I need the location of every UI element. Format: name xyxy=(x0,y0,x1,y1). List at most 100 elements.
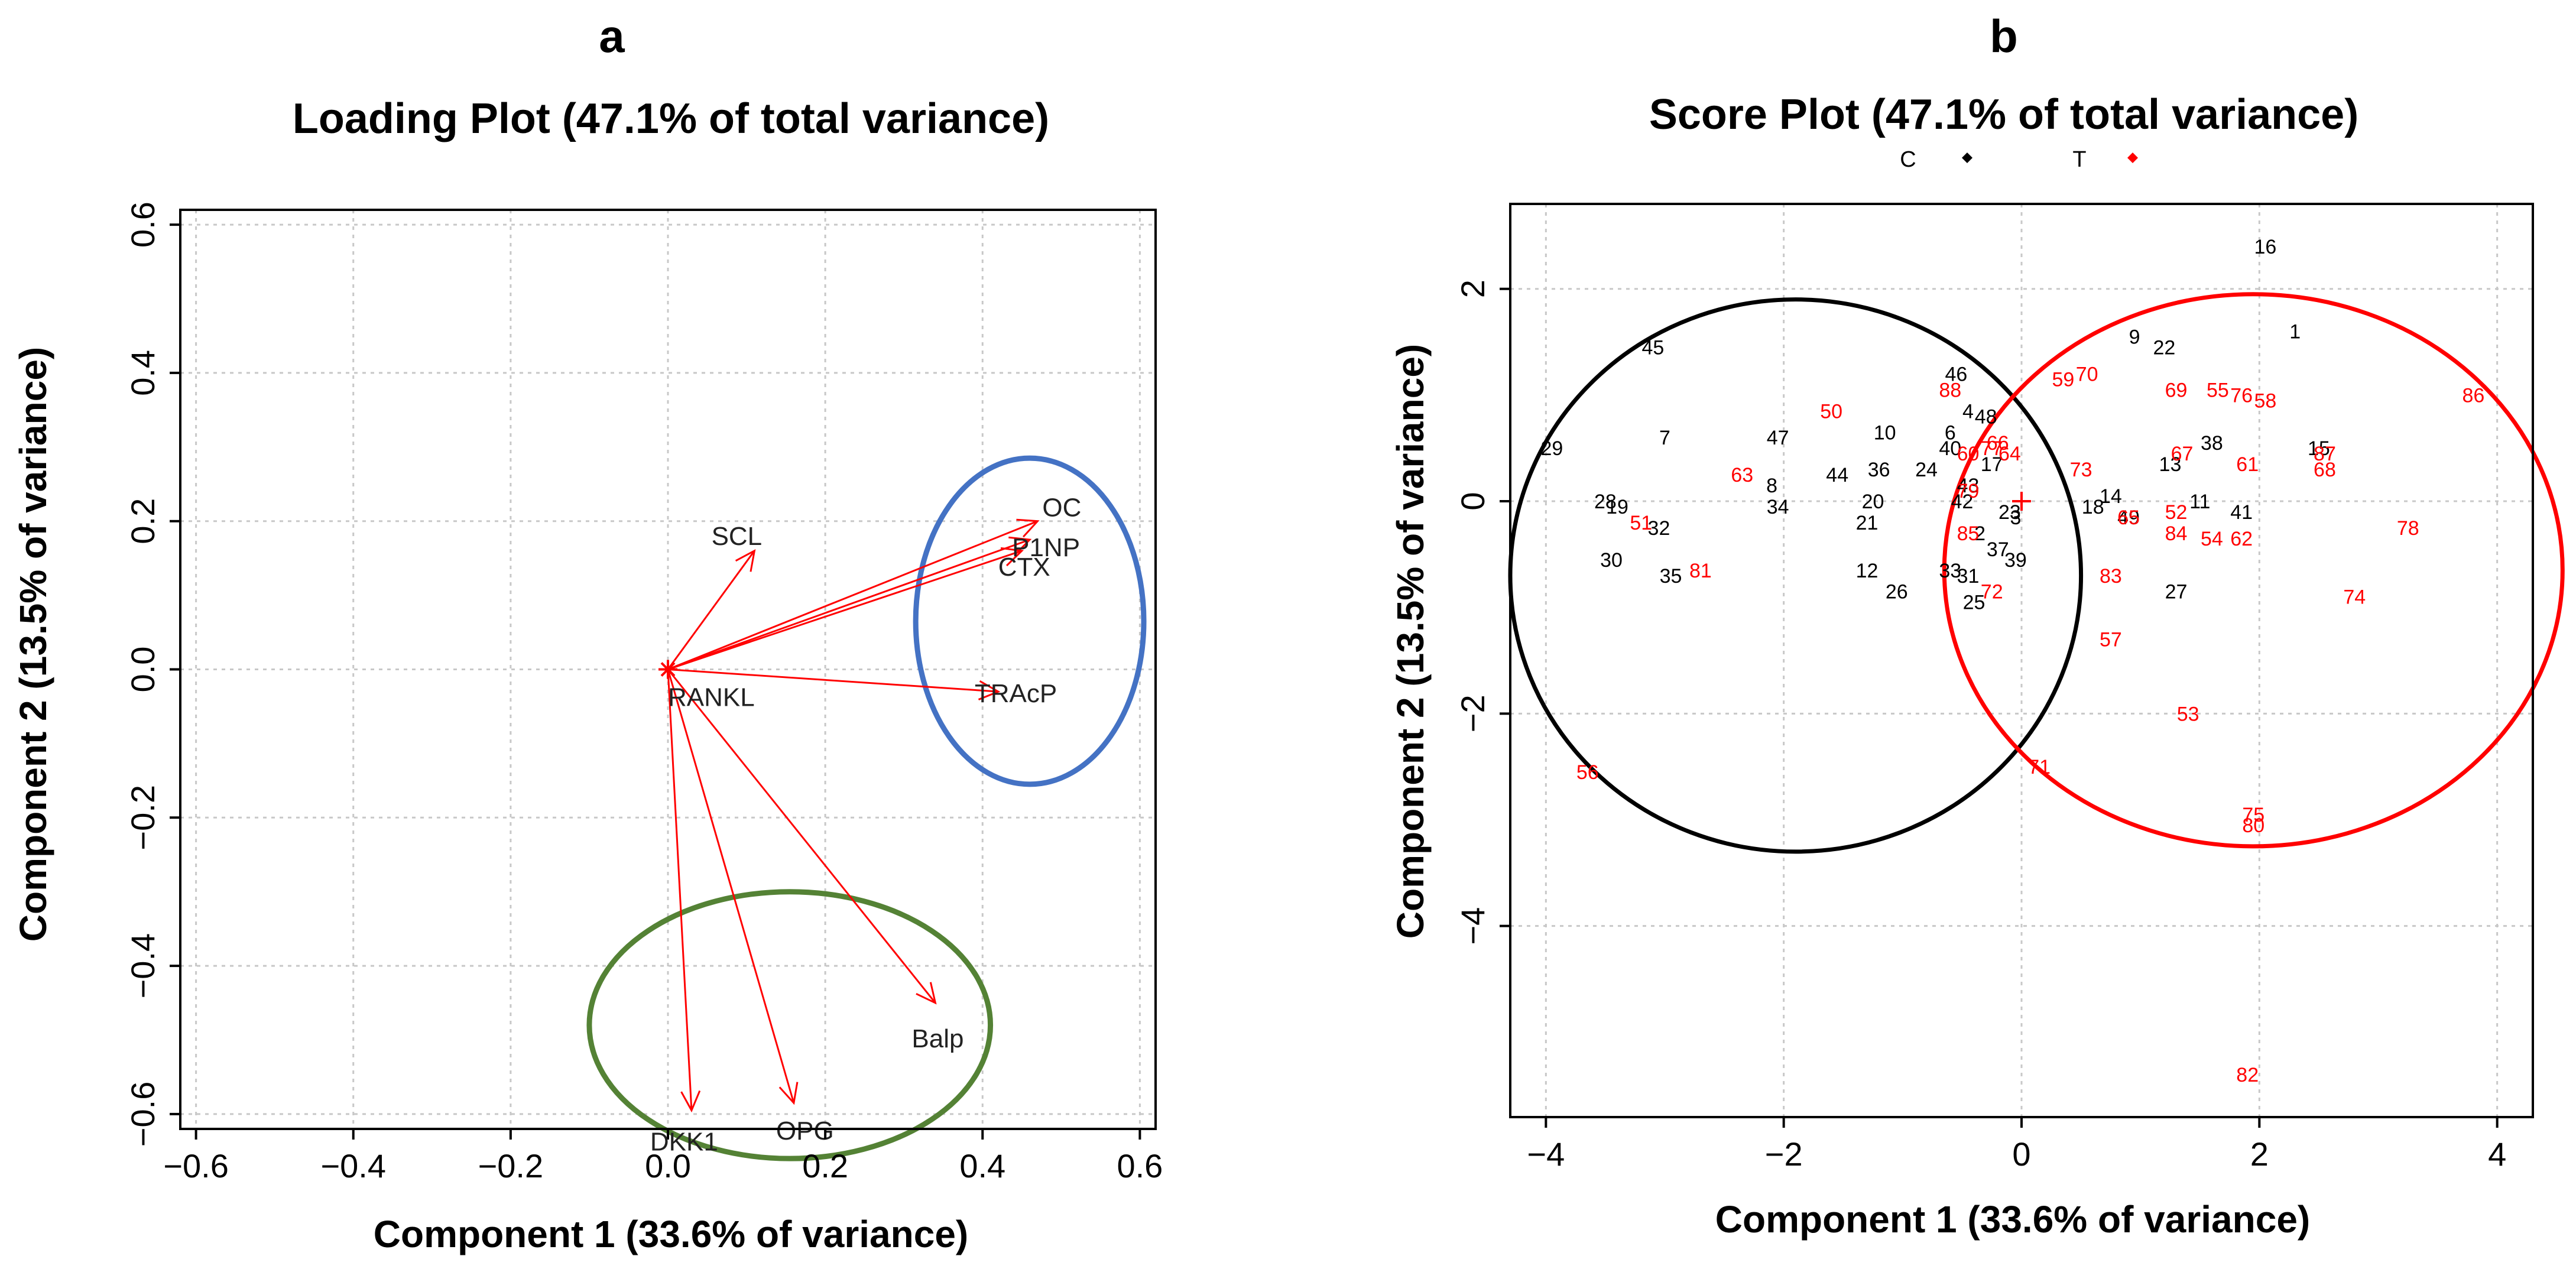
y-tick-label: 0.0 xyxy=(124,647,161,693)
x-tick-label: −2 xyxy=(1765,1135,1803,1173)
loading-arrow-balp xyxy=(667,668,936,1004)
x-tick-label: 0.6 xyxy=(1117,1147,1163,1184)
score-point-10: 10 xyxy=(1874,421,1896,444)
x-tick-label: 0.2 xyxy=(802,1147,848,1184)
score-point-67: 67 xyxy=(2171,443,2194,465)
score-point-27: 27 xyxy=(2165,581,2188,603)
loading-label-oc: OC xyxy=(1042,494,1081,522)
score-point-17: 17 xyxy=(1981,453,2003,476)
y-tick-label: 0.4 xyxy=(124,350,161,396)
score-point-18: 18 xyxy=(2082,496,2104,518)
score-point-64: 64 xyxy=(1998,443,2021,465)
y-tick-label: 0 xyxy=(1454,492,1491,510)
y-tick-label: −0.4 xyxy=(124,933,161,999)
score-x-axis-label: Component 1 (33.6% of variance) xyxy=(1715,1198,2310,1241)
loading-arrow-scl xyxy=(667,550,755,670)
score-point-26: 26 xyxy=(1886,581,1908,603)
loading-label-scl: SCL xyxy=(712,522,763,551)
score-point-72: 72 xyxy=(1981,581,2003,603)
score-point-59: 59 xyxy=(2052,368,2074,391)
score-point-73: 73 xyxy=(2070,459,2092,481)
score-point-81: 81 xyxy=(1689,560,1712,582)
loading-arrow-dkk1 xyxy=(667,669,693,1111)
loading-arrow-p1np xyxy=(667,538,1030,670)
blue-cluster-ellipse xyxy=(913,455,1147,787)
score-point-55: 55 xyxy=(2207,379,2229,401)
legend-marker-t xyxy=(2127,152,2138,163)
panel-letter-a: a xyxy=(599,10,625,62)
legend-label-c: C xyxy=(1900,147,1916,172)
score-point-70: 70 xyxy=(2076,363,2098,385)
score-point-37: 37 xyxy=(1987,538,2009,561)
y-tick-label: −2 xyxy=(1454,694,1491,732)
score-point-29: 29 xyxy=(1540,437,1563,460)
score-point-14: 14 xyxy=(2100,485,2122,508)
score-point-31: 31 xyxy=(1957,565,1980,588)
score-point-43: 43 xyxy=(1957,475,1980,497)
score-point-40: 40 xyxy=(1939,437,1961,460)
loading-arrow-ctx xyxy=(667,550,1023,670)
loading-arrowhead-balp xyxy=(916,982,937,1005)
score-point-9: 9 xyxy=(2129,326,2140,349)
score-point-52: 52 xyxy=(2165,501,2188,524)
score-point-45: 45 xyxy=(1641,337,1664,359)
score-point-66: 66 xyxy=(1987,432,2009,455)
score-point-84: 84 xyxy=(2165,522,2188,545)
score-point-24: 24 xyxy=(1915,459,1938,481)
score-point-69: 69 xyxy=(2165,379,2188,401)
score-point-57: 57 xyxy=(2100,629,2122,651)
score-point-13: 13 xyxy=(2159,453,2182,476)
score-point-46: 46 xyxy=(1945,363,1967,385)
score-y-axis-label: Component 2 (13.5% of variance) xyxy=(1389,344,1432,939)
x-tick-label: −0.4 xyxy=(320,1147,386,1184)
legend-marker-c xyxy=(1962,152,1972,163)
y-tick-label: 0.6 xyxy=(124,202,161,248)
x-tick-label: 0.0 xyxy=(645,1147,691,1184)
score-point-30: 30 xyxy=(1600,549,1623,572)
loading-arrow-opg xyxy=(667,669,795,1104)
score-point-34: 34 xyxy=(1767,496,1789,518)
score-point-61: 61 xyxy=(2236,453,2259,476)
score-point-68: 68 xyxy=(2314,459,2336,481)
loading-arrowhead-oc xyxy=(1016,518,1040,538)
score-point-50: 50 xyxy=(1820,400,1842,423)
score-point-3: 3 xyxy=(2010,507,2021,529)
score-plot-title: Score Plot (47.1% of total variance) xyxy=(1649,91,2358,138)
x-tick-label: 2 xyxy=(2250,1135,2269,1173)
loading-y-ticks: −0.6 −0.4 −0.2 0.0 0.2 0.4 0.6 xyxy=(124,202,180,1147)
loading-arrowhead-dkk1 xyxy=(680,1090,701,1113)
green-cluster-ellipse xyxy=(586,889,994,1161)
loading-grid xyxy=(180,210,1156,1129)
score-point-51: 51 xyxy=(1630,512,1652,534)
score-grid xyxy=(1510,204,2533,1117)
score-point-7: 7 xyxy=(1659,427,1670,449)
score-point-54: 54 xyxy=(2201,528,2223,550)
score-point-39: 39 xyxy=(2004,549,2027,572)
panel-letter-b: b xyxy=(1990,10,2018,62)
score-point-11: 11 xyxy=(2189,491,2210,513)
score-point-44: 44 xyxy=(1826,464,1848,486)
loading-y-axis-label: Component 2 (13.5% of variance) xyxy=(12,347,54,942)
score-point-63: 63 xyxy=(1731,464,1753,486)
score-point-49: 49 xyxy=(2117,507,2140,529)
score-point-20: 20 xyxy=(1862,491,1884,513)
score-point-48: 48 xyxy=(1975,405,1997,428)
loading-arrow-oc xyxy=(667,520,1038,670)
y-tick-label: −4 xyxy=(1454,907,1491,945)
legend-label-t: T xyxy=(2072,147,2086,172)
score-point-15: 15 xyxy=(2308,437,2330,460)
score-point-75: 75 xyxy=(2242,804,2264,826)
score-point-87: 87 xyxy=(2314,443,2336,465)
score-point-88: 88 xyxy=(1939,379,1961,401)
loading-label-dkk1: DKK1 xyxy=(650,1128,718,1157)
x-tick-label: −4 xyxy=(1527,1135,1565,1173)
y-tick-label: −0.6 xyxy=(124,1082,161,1147)
score-y-ticks: −4 −2 0 2 xyxy=(1454,280,1510,945)
x-tick-label: −0.2 xyxy=(478,1147,544,1184)
score-point-85: 85 xyxy=(1957,522,1980,545)
score-point-42: 42 xyxy=(1951,491,1974,513)
score-point-62: 62 xyxy=(2230,528,2253,550)
